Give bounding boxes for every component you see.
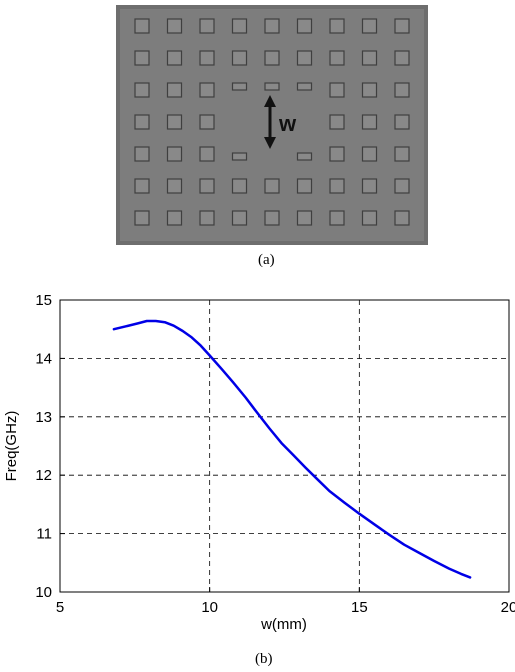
grid-cell — [231, 18, 248, 34]
grid-cell — [134, 114, 150, 130]
grid-cell — [199, 82, 215, 98]
grid-cell — [296, 50, 313, 66]
grid-cell — [394, 18, 410, 34]
dimension-label: w — [278, 111, 297, 136]
grid-cell — [264, 210, 280, 226]
grid-cell — [394, 210, 410, 226]
plate — [120, 9, 424, 241]
grid-cell — [264, 18, 280, 34]
grid-cell — [199, 18, 215, 34]
grid-cell — [166, 146, 183, 162]
series-layer — [112, 319, 472, 579]
grid-cell — [134, 82, 150, 98]
grid-cell — [166, 82, 183, 98]
grid-cell — [394, 114, 410, 130]
periodic-structure-image: w — [116, 5, 428, 245]
grid-cell — [394, 178, 410, 194]
grid-cell — [394, 146, 410, 162]
grid-cell — [394, 50, 410, 66]
grid-cell — [361, 114, 378, 130]
grid-cell — [361, 178, 378, 194]
grid-cell — [134, 210, 150, 226]
plot-frame — [59, 299, 510, 593]
y-tick-label: 10 — [35, 584, 52, 601]
y-tick-label: 15 — [35, 292, 52, 309]
grid-cell — [134, 146, 150, 162]
grid-cell — [199, 178, 215, 194]
grid-cell — [329, 18, 345, 34]
y-tick-label: 12 — [35, 467, 52, 484]
grid-cell — [264, 50, 280, 66]
grid-cell — [329, 114, 345, 130]
x-tick-label: 5 — [56, 599, 64, 616]
grid-cell — [264, 82, 280, 91]
grid-cell — [199, 50, 215, 66]
x-axis-label: w(mm) — [260, 616, 307, 633]
grid-cell — [296, 82, 313, 91]
grid-cell — [199, 114, 215, 130]
caption-b: (b) — [255, 651, 273, 667]
grid-cell — [329, 210, 345, 226]
grid-cell — [329, 82, 345, 98]
grid-cell — [264, 178, 280, 194]
grid-cell — [166, 18, 183, 34]
grid-cell — [361, 146, 378, 162]
grid-cell — [231, 152, 248, 161]
grid-cell — [166, 178, 183, 194]
grid-cell — [296, 18, 313, 34]
grid-cell — [231, 50, 248, 66]
series-line — [112, 319, 472, 579]
y-tick-label: 14 — [35, 350, 52, 367]
grid-cell — [296, 210, 313, 226]
x-tick-label: 15 — [351, 599, 368, 616]
grid-cell — [361, 18, 378, 34]
grid-lines — [60, 300, 509, 592]
grid-cell — [166, 114, 183, 130]
grid-cell — [329, 178, 345, 194]
y-tick-label: 13 — [35, 409, 52, 426]
grid-cell — [166, 210, 183, 226]
caption-a: (a) — [258, 252, 275, 268]
grid-cell — [361, 210, 378, 226]
grid-cell — [329, 50, 345, 66]
grid-cell — [296, 178, 313, 194]
grid-cell — [134, 18, 150, 34]
grid-cell — [199, 210, 215, 226]
y-tick-label: 11 — [36, 526, 52, 543]
dimension-arrow: w — [264, 95, 297, 149]
grid-cell — [296, 152, 313, 161]
grid-cell — [329, 146, 345, 162]
grid-cell — [231, 178, 248, 194]
grid-cell — [361, 82, 378, 98]
grid-cell — [134, 178, 150, 194]
grid-cell — [134, 50, 150, 66]
x-tick-label: 20 — [501, 599, 515, 616]
grid-cell — [231, 210, 248, 226]
y-axis-label: Freq(GHz) — [3, 411, 20, 482]
grid-cell — [231, 82, 248, 91]
grid-cell — [199, 146, 215, 162]
x-tick-label: 10 — [201, 599, 218, 616]
grid-cell — [394, 82, 410, 98]
grid-cell — [361, 50, 378, 66]
grid-cell — [166, 50, 183, 66]
